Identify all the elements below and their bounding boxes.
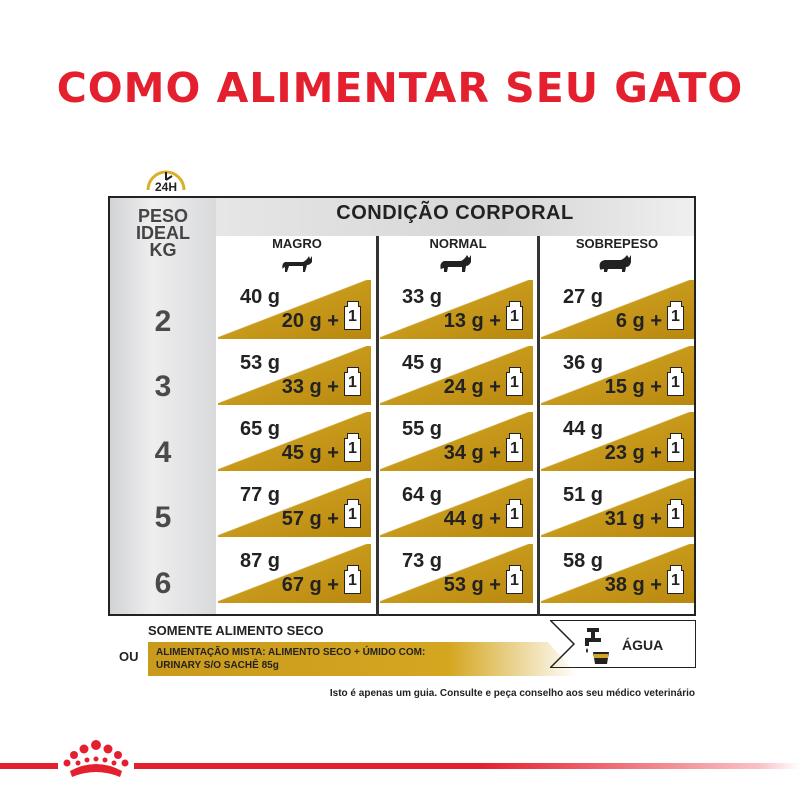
clock-label: 24H <box>154 180 177 194</box>
portion-cell: 65 g 45 g + 1 <box>218 412 371 471</box>
pouch-icon: 1 <box>344 301 361 330</box>
portion-cell: 73 g 53 g + 1 <box>380 544 533 603</box>
portion-cell: 45 g 24 g + 1 <box>380 346 533 405</box>
weight-5kg: 5 <box>154 501 172 534</box>
clock-icon <box>146 170 186 191</box>
dry-amount: 40 g <box>240 286 281 308</box>
legend-or: OU <box>119 649 139 664</box>
portion-cell: 27 g 6 g + 1 <box>541 280 694 339</box>
portion-cell: 44 g 23 g + 1 <box>541 412 694 471</box>
mixed-amount: 38 g + <box>604 574 662 596</box>
weight-4kg: 4 <box>154 436 172 469</box>
pouch-icon: 1 <box>506 499 523 528</box>
legend-mixed-feeding: ALIMENTAÇÃO MISTA: ALIMENTO SECO + ÚMIDO… <box>156 647 426 671</box>
portion-cell: 64 g 44 g + 1 <box>380 478 533 537</box>
dry-amount: 58 g <box>563 550 604 572</box>
dry-amount: 55 g <box>402 418 443 440</box>
mixed-amount: 31 g + <box>604 508 662 530</box>
pouch-icon: 1 <box>344 433 361 462</box>
dry-amount: 44 g <box>563 418 604 440</box>
pouch-icon: 1 <box>344 367 361 396</box>
dry-amount: 51 g <box>563 484 604 506</box>
portion-cell: 40 g 20 g + 1 <box>218 280 371 339</box>
weight-2kg: 2 <box>154 305 172 338</box>
column-header-magro: MAGRO <box>272 236 322 251</box>
page-title: COMO ALIMENTAR SEU GATO <box>56 64 744 112</box>
dry-amount: 36 g <box>563 352 604 374</box>
weight-6kg: 6 <box>154 567 172 600</box>
mixed-amount: 67 g + <box>281 574 339 596</box>
pouch-icon: 1 <box>667 565 684 594</box>
legend-mixed-band <box>148 642 578 676</box>
pouch-icon: 1 <box>506 433 523 462</box>
legend-dry-only: SOMENTE ALIMENTO SECO <box>148 623 324 638</box>
dry-amount: 65 g <box>240 418 281 440</box>
dry-amount: 64 g <box>402 484 443 506</box>
column-header-normal: NORMAL <box>429 236 487 251</box>
water-box-arrow <box>550 620 576 668</box>
mixed-amount: 33 g + <box>281 376 339 398</box>
weight-3kg: 3 <box>154 370 172 403</box>
column-header-sobrepeso: SOBREPESO <box>575 236 659 251</box>
portion-cell: 51 g 31 g + 1 <box>541 478 694 537</box>
mixed-amount: 34 g + <box>443 442 501 464</box>
portion-cell: 55 g 34 g + 1 <box>380 412 533 471</box>
normal-cat-icon <box>440 255 471 272</box>
mixed-amount: 6 g + <box>615 310 662 332</box>
dry-amount: 77 g <box>240 484 281 506</box>
dry-amount: 87 g <box>240 550 281 572</box>
mixed-amount: 57 g + <box>281 508 339 530</box>
pouch-icon: 1 <box>344 499 361 528</box>
mixed-amount: 20 g + <box>281 310 339 332</box>
portion-cell: 58 g 38 g + 1 <box>541 544 694 603</box>
thin-cat-icon <box>282 256 312 272</box>
portion-cell: 87 g 67 g + 1 <box>218 544 371 603</box>
pouch-icon: 1 <box>344 565 361 594</box>
pouch-icon: 1 <box>667 499 684 528</box>
body-condition-band <box>216 198 694 236</box>
water-tap-icon <box>585 628 609 664</box>
water-label: ÁGUA <box>622 637 664 653</box>
portion-cell: 36 g 15 g + 1 <box>541 346 694 405</box>
crown-logo-icon <box>58 735 134 783</box>
pouch-icon: 1 <box>506 565 523 594</box>
mixed-amount: 45 g + <box>281 442 339 464</box>
pouch-icon: 1 <box>506 367 523 396</box>
column-divider <box>376 236 379 616</box>
dry-amount: 45 g <box>402 352 443 374</box>
pouch-icon: 1 <box>506 301 523 330</box>
portion-cell: 33 g 13 g + 1 <box>380 280 533 339</box>
mixed-amount: 53 g + <box>443 574 501 596</box>
dry-amount: 27 g <box>563 286 604 308</box>
dry-amount: 53 g <box>240 352 281 374</box>
overweight-cat-icon <box>599 255 631 272</box>
pouch-icon: 1 <box>667 433 684 462</box>
mixed-amount: 44 g + <box>443 508 501 530</box>
weight-column <box>110 198 216 614</box>
mixed-amount: 15 g + <box>604 376 662 398</box>
weight-column-header: PESO IDEAL KG <box>136 206 190 260</box>
portion-cell: 53 g 33 g + 1 <box>218 346 371 405</box>
portion-cell: 77 g 57 g + 1 <box>218 478 371 537</box>
column-divider <box>537 236 540 616</box>
pouch-icon: 1 <box>667 367 684 396</box>
mixed-amount: 24 g + <box>443 376 501 398</box>
brand-red-line <box>0 763 800 769</box>
mixed-amount: 13 g + <box>443 310 501 332</box>
body-condition-header: CONDIÇÃO CORPORAL <box>336 202 574 224</box>
pouch-icon: 1 <box>667 301 684 330</box>
veterinary-note: Isto é apenas um guia. Consulte e peça c… <box>329 688 695 699</box>
dry-amount: 33 g <box>402 286 443 308</box>
mixed-amount: 23 g + <box>604 442 662 464</box>
dry-amount: 73 g <box>402 550 443 572</box>
water-legend-box <box>550 620 696 668</box>
